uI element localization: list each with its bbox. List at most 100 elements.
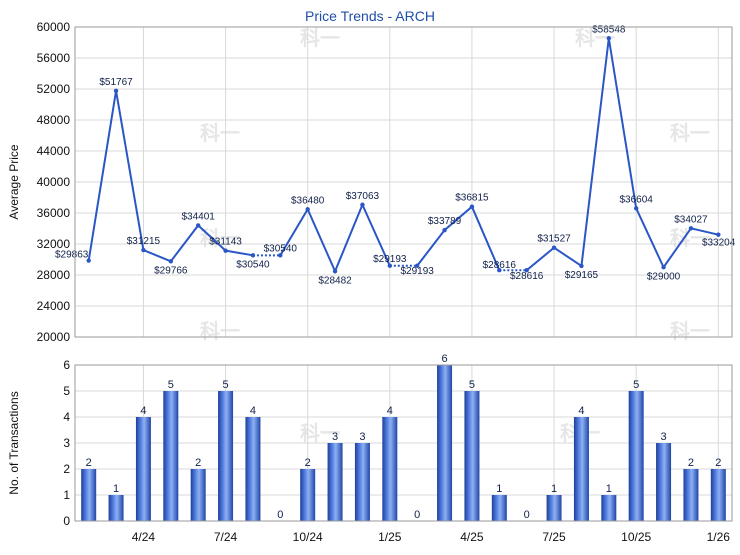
price-line-segment [525, 246, 556, 272]
price-line-segment [224, 249, 254, 257]
transaction-bar [108, 495, 124, 521]
transactions-y-tick-label: 2 [63, 462, 70, 476]
price-line-segment [580, 37, 610, 267]
price-point [113, 88, 119, 94]
watermark-mark: 科一 [300, 26, 340, 50]
watermark-mark: 科一 [200, 319, 240, 343]
transaction-bar [683, 469, 699, 521]
price-data-label: $58548 [592, 24, 626, 35]
price-point [661, 265, 666, 270]
price-line-segment [662, 227, 692, 269]
price-data-label: $30540 [236, 259, 270, 270]
price-y-tick-label: 20000 [37, 330, 71, 344]
price-y-tick-label: 44000 [37, 144, 71, 158]
price-line-segment [87, 89, 118, 262]
price-point [141, 247, 146, 253]
price-point [469, 204, 475, 209]
x-tick-label: 7/25 [542, 530, 566, 544]
transaction-count-label: 0 [414, 509, 420, 521]
transaction-bar [81, 469, 97, 521]
transaction-count-label: 1 [551, 483, 557, 495]
transaction-count-label: 2 [86, 457, 92, 469]
transaction-bar [245, 417, 261, 521]
transaction-bar [354, 443, 370, 521]
watermark-mark: 科一 [670, 319, 710, 343]
price-data-label: $28482 [318, 275, 352, 286]
price-y-ticks: 20000 24000 28000 32000 36000 40000 44000 48000… [37, 20, 71, 344]
transactions-series [81, 365, 726, 521]
price-data-label: $29165 [565, 270, 599, 281]
transaction-bar [464, 391, 480, 521]
price-data-labels: $29863 $51767 $31215 $29766 $34401 $31143 $305… [55, 24, 736, 286]
transaction-count-label: 3 [661, 431, 667, 443]
price-line-segment [635, 207, 665, 269]
x-tick-label: 10/24 [293, 530, 323, 544]
price-line-segment [306, 208, 337, 273]
price-data-label: $28616 [483, 260, 517, 271]
transactions-data-labels: 2 1 4 5 2 5 4 0 2 3 3 4 0 6 5 1 0 1 4 1 5 3 2 2 [86, 353, 722, 521]
transaction-count-label: 5 [168, 379, 174, 391]
chart-title: Price Trends - ARCH [305, 8, 435, 24]
price-y-tick-label: 36000 [37, 206, 71, 220]
transaction-bar [491, 495, 507, 521]
price-data-label: $30540 [264, 243, 298, 254]
price-line-segment [361, 203, 391, 267]
price-point [360, 202, 365, 207]
price-point [606, 36, 612, 41]
transaction-bar [327, 443, 343, 521]
price-point [633, 206, 639, 211]
transaction-bar [656, 443, 672, 521]
price-point [688, 226, 694, 231]
x-tick-label: 1/25 [378, 530, 402, 544]
price-data-label: $31215 [127, 236, 161, 247]
price-line-segment [553, 246, 583, 267]
transaction-count-label: 1 [606, 483, 612, 495]
transactions-y-tick-label: 4 [63, 410, 70, 424]
price-point [497, 268, 502, 273]
transaction-count-label: 6 [442, 353, 448, 365]
price-y-tick-label: 56000 [37, 51, 71, 65]
transaction-count-label: 4 [578, 405, 584, 417]
transaction-bar [218, 391, 234, 521]
price-data-label: $29193 [373, 254, 407, 265]
x-tick-label: 1/26 [707, 530, 731, 544]
transaction-bar [628, 391, 644, 521]
transaction-count-label: 1 [113, 483, 119, 495]
transaction-count-label: 3 [332, 431, 338, 443]
price-data-label: $34401 [182, 211, 216, 222]
transactions-plot-frame [74, 364, 733, 522]
transaction-count-label: 0 [524, 509, 530, 521]
transactions-y-tick-label: 1 [63, 488, 70, 502]
price-point [716, 232, 721, 237]
transaction-count-label: 5 [633, 379, 639, 391]
transaction-count-label: 4 [387, 405, 393, 417]
price-data-label: $28616 [510, 271, 544, 282]
transactions-bar-panel: 0 1 2 3 4 5 6 No. of Transactions 2 1 4 5 2 5 4 0 2 3 3 4… [7, 353, 733, 544]
transaction-count-label: 4 [140, 405, 146, 417]
transaction-count-label: 2 [715, 457, 721, 469]
price-y-tick-label: 48000 [37, 113, 71, 127]
price-point [250, 253, 256, 258]
price-point [168, 259, 174, 264]
price-point [305, 207, 310, 212]
transaction-bar [710, 469, 726, 521]
price-point [579, 263, 584, 269]
price-point [387, 263, 393, 268]
price-y-axis-label: Average Price [7, 144, 21, 219]
price-y-tick-label: 40000 [37, 175, 71, 189]
price-data-label: $29000 [647, 271, 681, 282]
price-point [223, 248, 228, 253]
price-data-label: $37063 [346, 191, 380, 202]
x-tick-label: 4/25 [460, 530, 484, 544]
transaction-bar [300, 469, 316, 521]
transaction-count-label: 3 [359, 431, 365, 443]
transaction-bar [601, 495, 617, 521]
price-line-segment [689, 227, 720, 236]
transaction-count-label: 1 [496, 483, 502, 495]
price-y-tick-label: 24000 [37, 299, 71, 313]
price-point [195, 223, 201, 228]
watermark-mark: 科一 [300, 421, 340, 445]
price-line-segment [115, 89, 145, 252]
price-line-panel: Price Trends - ARCH 20000 24000 28000 32000… [7, 8, 736, 344]
